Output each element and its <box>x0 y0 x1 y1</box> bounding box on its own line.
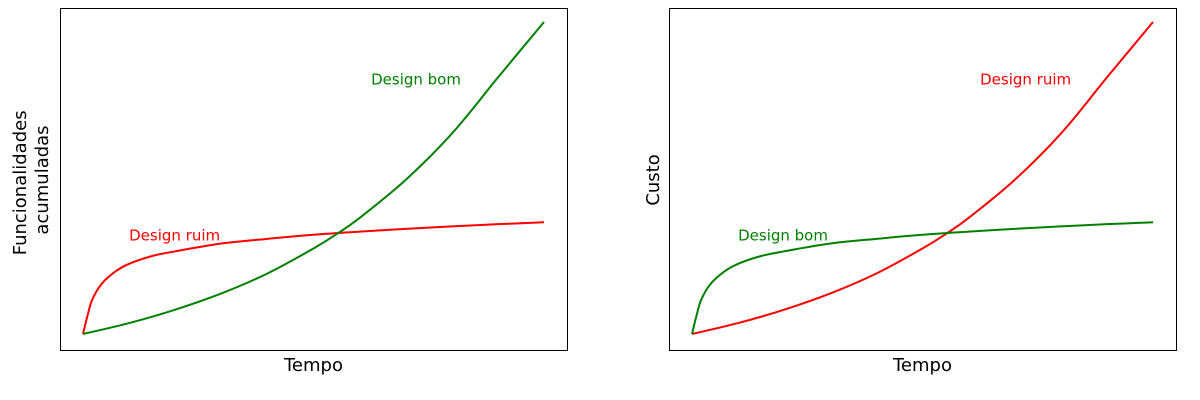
series-layer <box>691 21 1154 335</box>
y-axis-label-line-1: Funcionalidades <box>10 110 31 255</box>
plot-frame <box>669 8 1177 351</box>
series-layer <box>82 21 545 335</box>
plot-frame <box>60 8 568 351</box>
annotation-design-bom: Design bom <box>371 70 461 88</box>
x-axis-label: Tempo <box>283 355 343 376</box>
series-line-design-bom <box>691 221 1154 335</box>
y-axis-label: Funcionalidades acumuladas <box>10 105 53 256</box>
annotation-layer: Design ruim Design bom <box>738 70 1071 244</box>
annotation-design-bom: Design bom <box>738 226 828 244</box>
series-line-design-bom <box>82 21 545 335</box>
y-axis-label-line-1: Custo <box>643 154 664 205</box>
y-axis-label: Custo <box>643 154 664 205</box>
chart-accumulated-features: Design ruim Design bom Tempo Funcionalida… <box>10 8 568 376</box>
x-axis-label: Tempo <box>892 355 952 376</box>
series-line-design-ruim <box>82 221 545 335</box>
series-line-design-ruim <box>691 21 1154 335</box>
chart-cost: Design ruim Design bom Tempo Custo <box>643 8 1177 376</box>
annotation-design-ruim: Design ruim <box>980 70 1071 88</box>
annotation-layer: Design ruim Design bom <box>129 70 461 244</box>
y-axis-label-line-2: acumuladas <box>32 125 53 234</box>
annotation-design-ruim: Design ruim <box>129 226 220 244</box>
